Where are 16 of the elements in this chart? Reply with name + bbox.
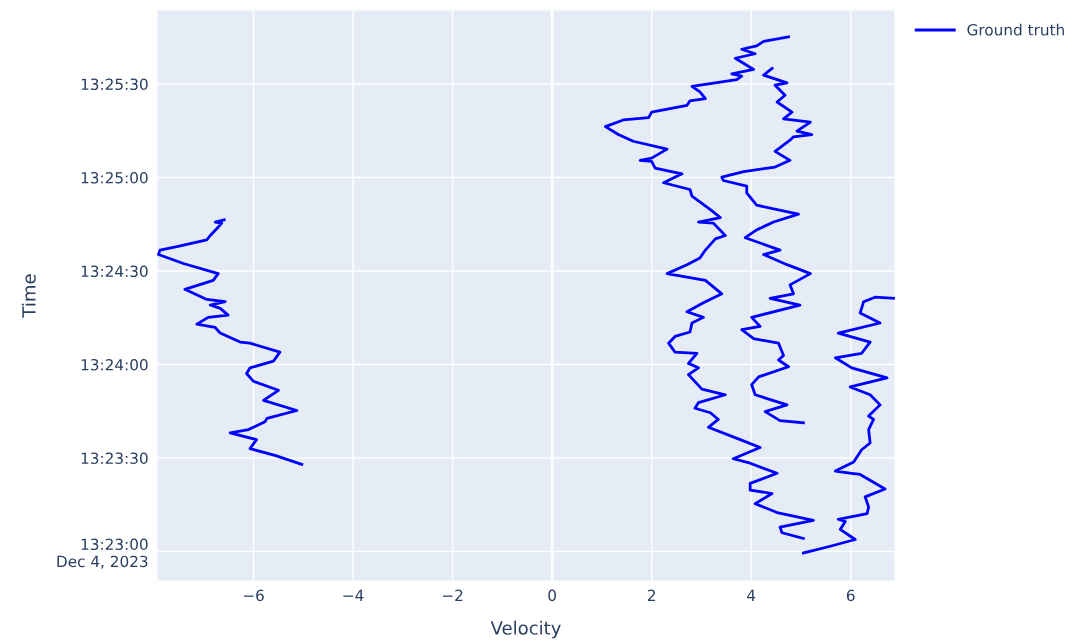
y-axis-title: Time xyxy=(21,274,36,318)
x-axis-title: Velocity xyxy=(490,620,561,639)
x-tick-label: 2 xyxy=(647,589,655,601)
x-tick-label: 6 xyxy=(846,589,855,602)
y-tick-label: 13:24:30 xyxy=(81,265,148,278)
y-tick-label: 13:23:00 Dec 4, 2023 xyxy=(57,538,148,569)
y-tick-label: 13:23:30 xyxy=(81,452,148,464)
y-tick-label: 13:25:00 xyxy=(81,171,148,184)
x-tick-label: −2 xyxy=(442,589,463,601)
x-tick-label: −6 xyxy=(243,589,264,602)
x-tick-label: 0 xyxy=(548,589,556,602)
y-tick-label: 13:25:30 xyxy=(81,78,148,91)
y-tick-label: 13:24:00 xyxy=(81,358,148,371)
x-tick-label: 4 xyxy=(747,589,756,601)
x-tick-label: −4 xyxy=(343,589,364,601)
legend-label: Ground truth xyxy=(967,23,1064,36)
